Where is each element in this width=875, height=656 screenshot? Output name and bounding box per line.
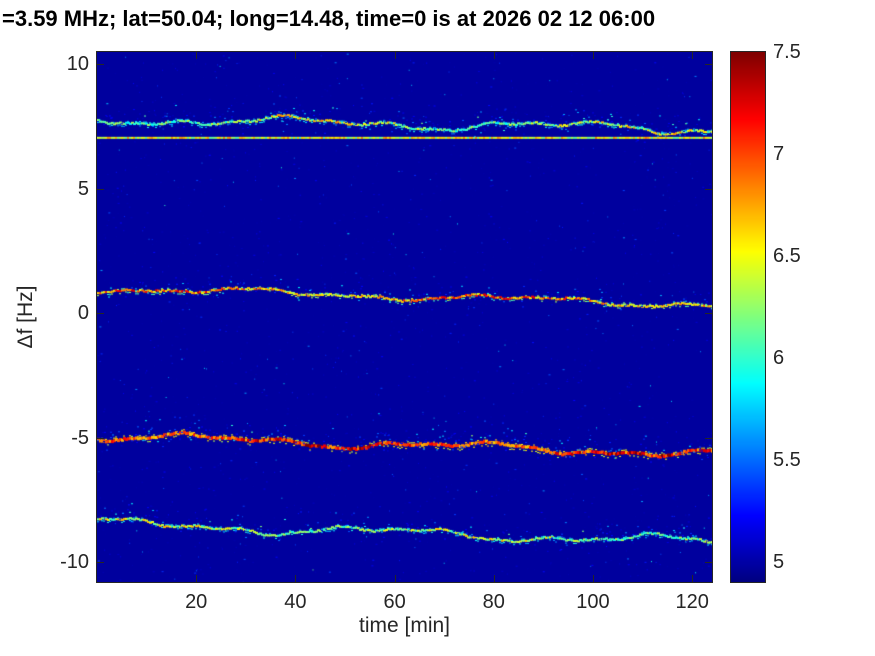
x-tick-label: 100 — [576, 591, 610, 613]
y-tick-mark-right — [705, 313, 712, 315]
y-tick-label: 10 — [66, 53, 89, 76]
x-tick-mark-top — [493, 52, 495, 59]
y-tick-mark-right — [705, 437, 712, 439]
x-tick-mark-top — [295, 52, 297, 59]
y-tick-mark-right — [705, 562, 712, 564]
x-tick-mark-top — [196, 52, 198, 59]
colorbar-tick-label: 5 — [773, 550, 785, 573]
y-tick-mark-right — [705, 64, 712, 66]
colorbar-tick-label: 6.5 — [773, 244, 801, 267]
colorbar-tick-label: 7 — [773, 142, 785, 165]
x-axis-label: time [min] — [358, 614, 450, 637]
y-tick-mark — [97, 437, 104, 439]
colorbar-gradient — [731, 52, 765, 582]
colorbar — [730, 51, 766, 583]
x-tick-mark-top — [592, 52, 594, 59]
y-tick-mark-right — [705, 188, 712, 190]
x-tick-mark-top — [692, 52, 694, 59]
x-tick-mark — [493, 575, 495, 582]
y-tick-mark — [97, 562, 104, 564]
x-tick-label: 40 — [284, 591, 307, 613]
spectrogram-heatmap — [97, 52, 712, 582]
y-tick-mark — [97, 64, 104, 66]
y-tick-label: 5 — [77, 177, 89, 200]
y-tick-mark — [97, 313, 104, 315]
y-tick-label: 0 — [77, 302, 89, 325]
plot-area — [96, 51, 713, 583]
y-tick-mark — [97, 188, 104, 190]
x-tick-label: 80 — [482, 591, 505, 613]
x-tick-mark-top — [394, 52, 396, 59]
x-tick-mark — [394, 575, 396, 582]
y-tick-label: -10 — [60, 551, 89, 574]
x-tick-mark — [592, 575, 594, 582]
colorbar-tick-label: 7.5 — [773, 41, 801, 63]
x-tick-label: 120 — [675, 591, 709, 613]
x-tick-mark — [295, 575, 297, 582]
x-tick-mark — [196, 575, 198, 582]
colorbar-tick-label: 5.5 — [773, 448, 801, 471]
x-tick-label: 20 — [185, 591, 208, 613]
colorbar-tick-label: 6 — [773, 346, 785, 369]
y-tick-label: -5 — [71, 426, 89, 449]
x-tick-mark — [692, 575, 694, 582]
x-tick-label: 60 — [383, 591, 406, 613]
chart-title: =3.59 MHz; lat=50.04; long=14.48, time=0… — [2, 6, 656, 31]
